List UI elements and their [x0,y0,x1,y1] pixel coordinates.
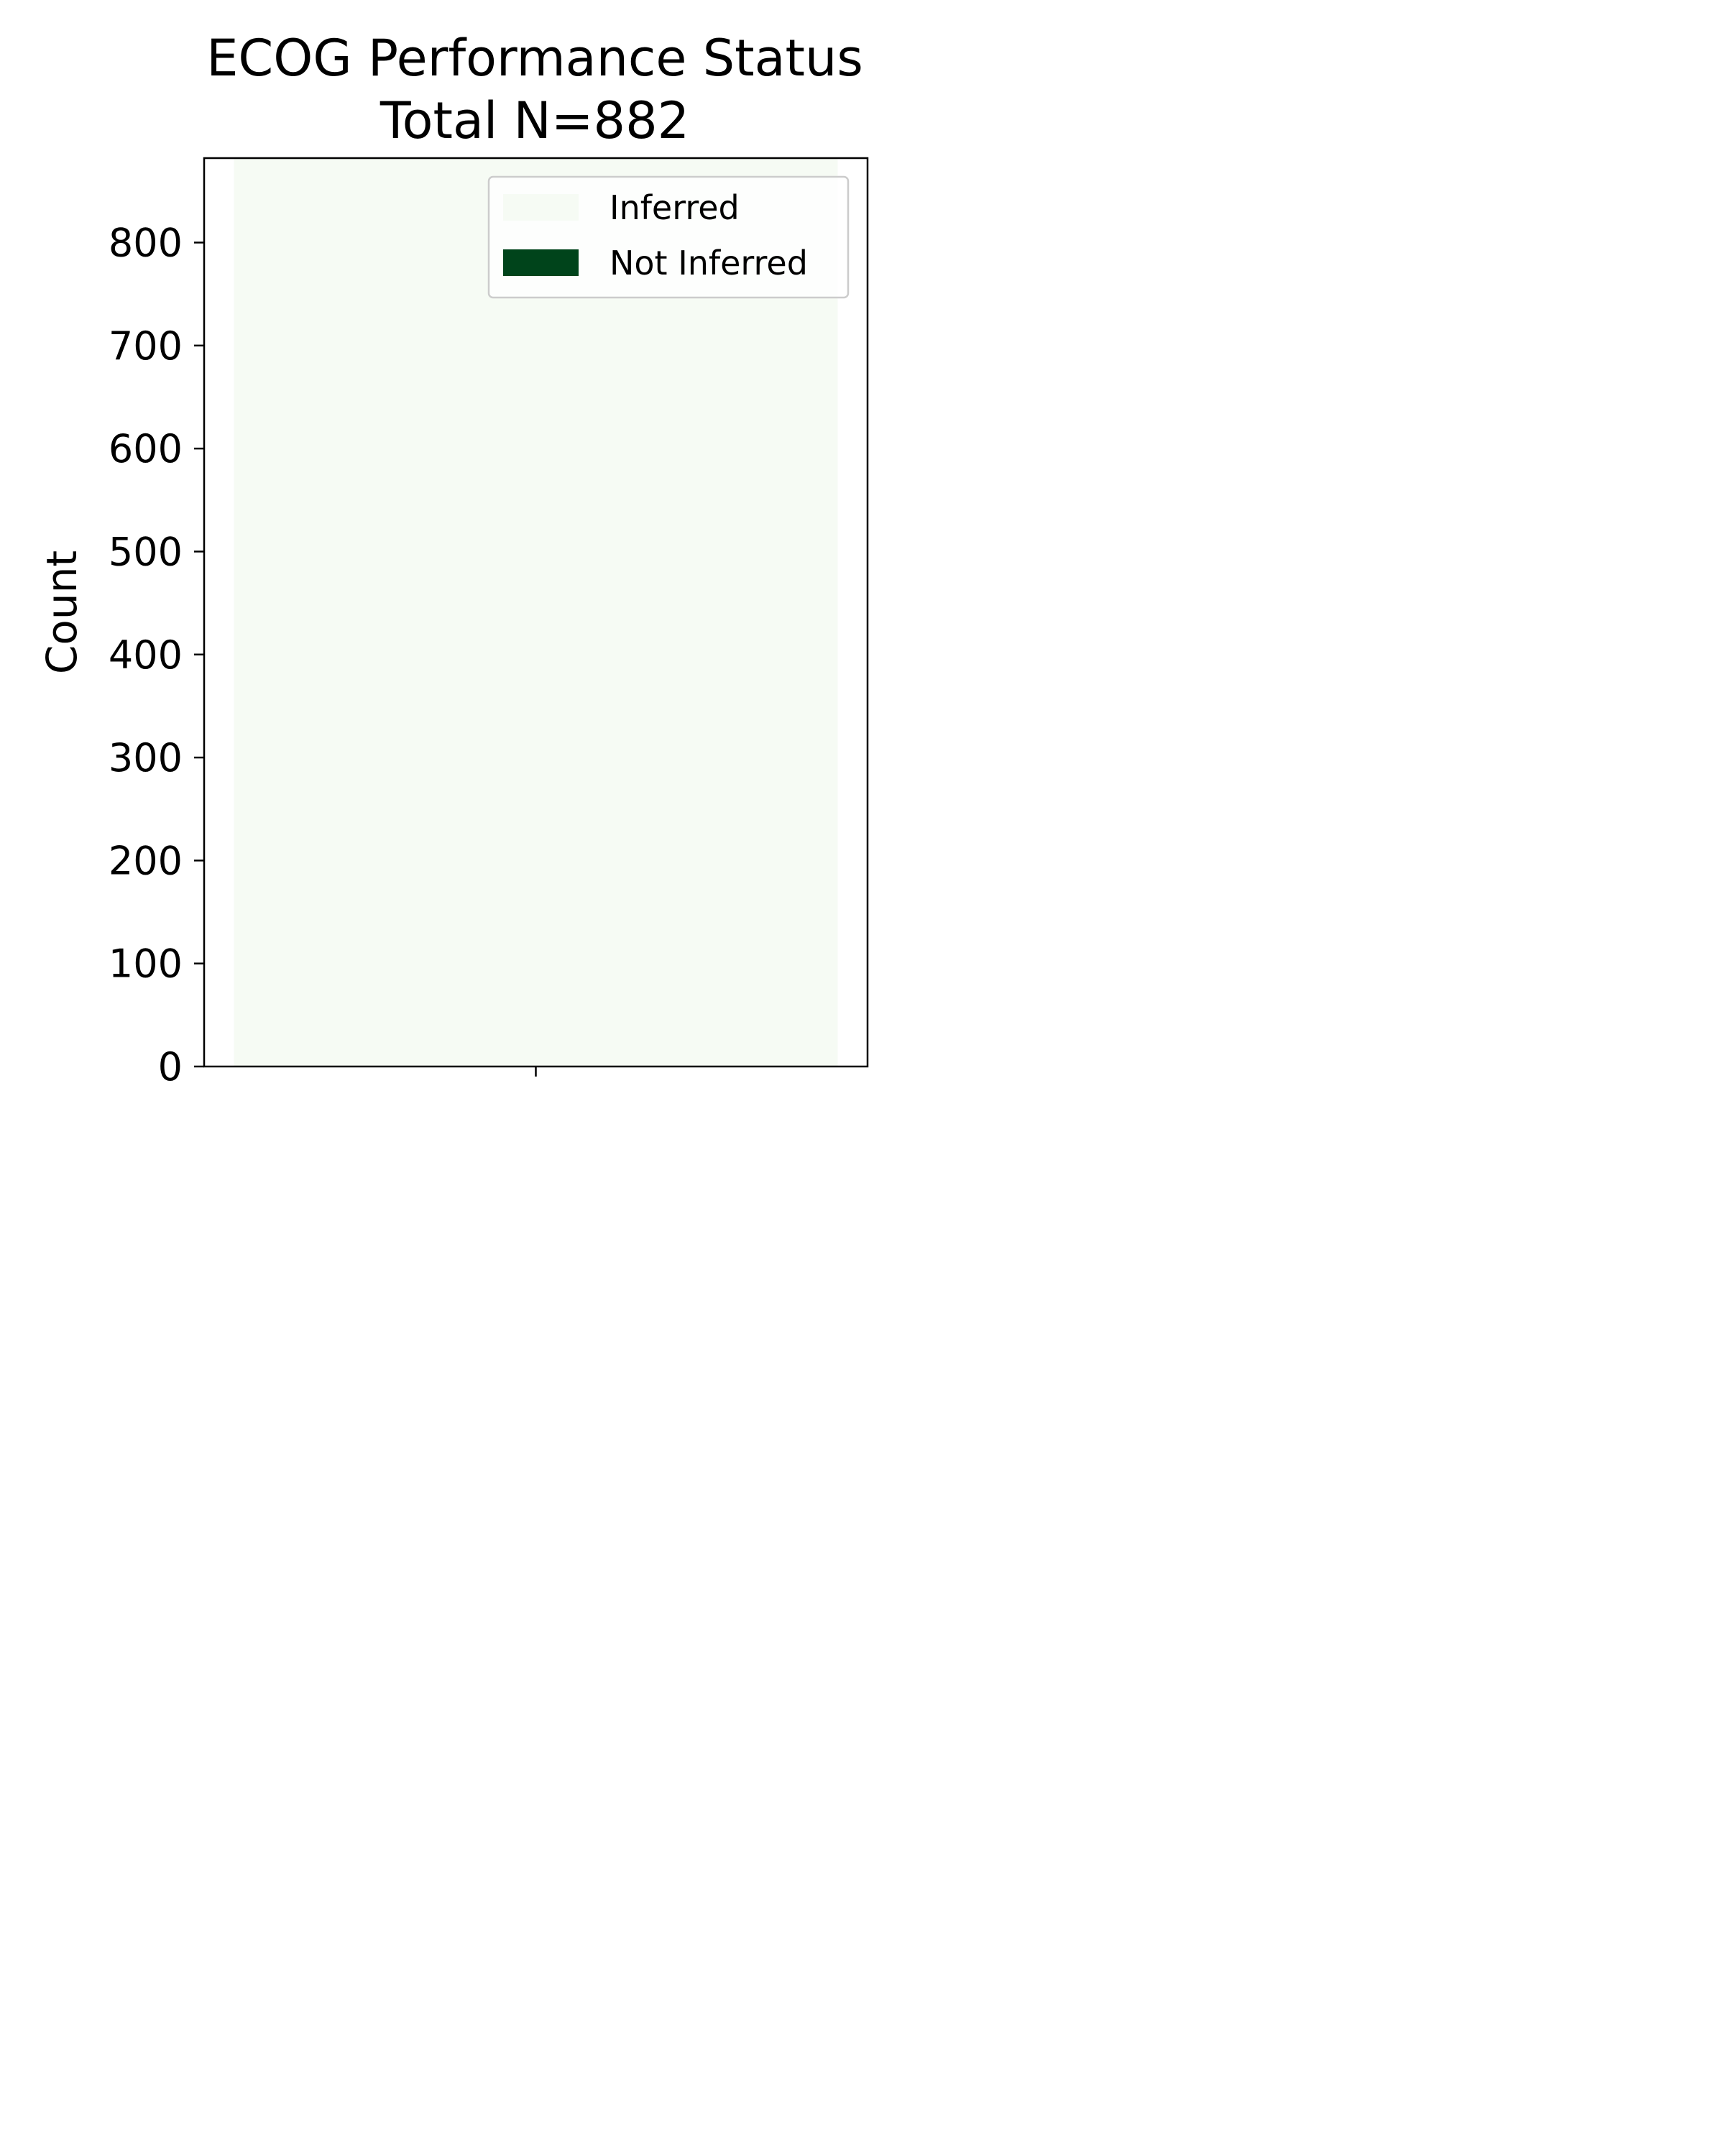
y-tick-label: 500 [109,529,183,574]
y-tick-label: 300 [109,735,183,780]
legend-label-not-inferred: Not Inferred [610,244,808,282]
legend-swatch-not-inferred [503,249,579,276]
chart-title: ECOG Performance Status [206,29,863,88]
chart-subtitle: Total N=882 [380,91,689,150]
legend-swatch-inferred [503,194,579,221]
y-axis-label: Count [37,550,86,674]
legend-label-inferred: Inferred [610,188,740,227]
y-tick-label: 800 [109,221,183,266]
y-tick-label: 0 [158,1044,183,1089]
legend: Inferred Not Inferred [487,175,850,299]
y-tick-label: 700 [109,323,183,369]
y-tick-label: 200 [109,838,183,883]
y-axis: 0 100 200 300 400 500 600 700 800 [109,221,204,1089]
bars-layer [234,158,838,1067]
bar-inferred [234,158,838,1067]
y-tick-label: 600 [109,426,183,471]
y-tick-label: 400 [109,632,183,678]
y-tick-label: 100 [109,941,183,987]
chart: ECOG Performance Status Total N=882 0 100… [37,29,869,1089]
